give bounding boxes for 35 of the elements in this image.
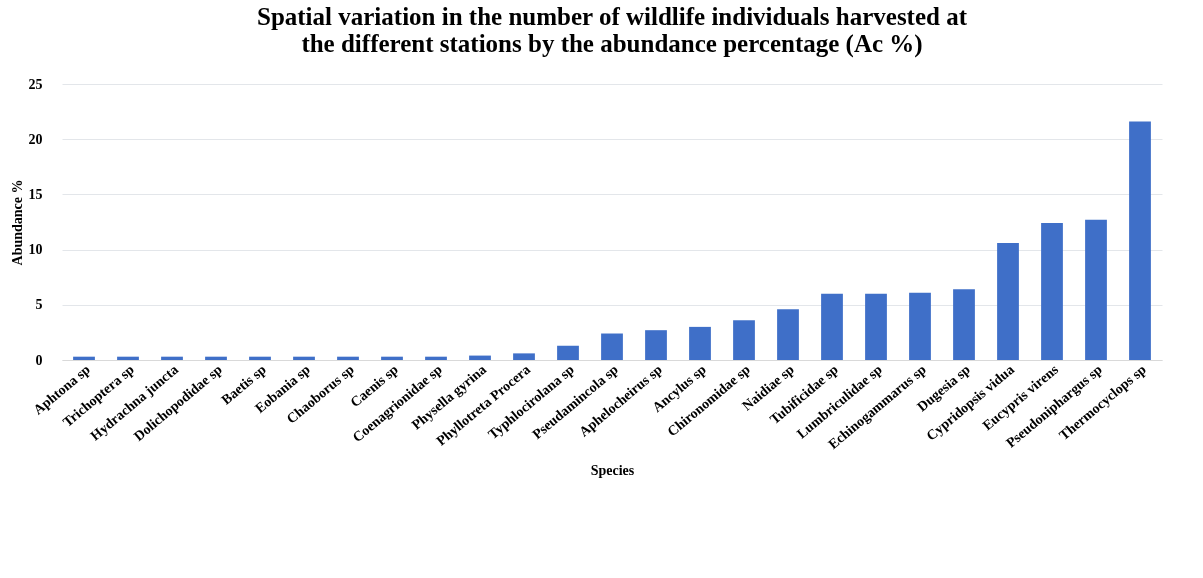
- y-tick-label: 15: [28, 186, 43, 202]
- bar: [865, 293, 887, 360]
- bar: [117, 356, 139, 360]
- bar: [1041, 223, 1063, 360]
- x-axis-title: Species: [590, 462, 635, 478]
- y-tick-label: 5: [35, 297, 43, 313]
- y-tick-label: 10: [28, 242, 43, 258]
- text: Spatial variation in the number of wildlife individuals harvested at: [256, 3, 968, 30]
- bar: [777, 309, 799, 360]
- text: the different stations by the abundance percentage (Ac %): [301, 30, 923, 57]
- bar: [249, 356, 271, 360]
- bar: [821, 293, 843, 360]
- y-tick-label: 25: [28, 76, 43, 92]
- bar: [337, 356, 359, 360]
- bar: [1129, 121, 1151, 360]
- bar: [645, 330, 667, 360]
- bar: [381, 356, 403, 360]
- bar: [73, 356, 95, 360]
- bar: [205, 356, 227, 360]
- bar: [1085, 219, 1107, 360]
- bar: [997, 242, 1019, 360]
- bar: [469, 355, 491, 360]
- bar: [161, 356, 183, 360]
- bar: [601, 333, 623, 360]
- bar: [733, 320, 755, 360]
- bar: [557, 345, 579, 360]
- y-axis-title: Abundance %: [9, 179, 25, 266]
- bar: [953, 289, 975, 360]
- bar: [689, 326, 711, 360]
- bar: [425, 356, 447, 360]
- bar: [293, 356, 315, 360]
- y-tick-label: 20: [28, 131, 43, 147]
- bar: [909, 292, 931, 360]
- y-tick-label: 0: [35, 352, 43, 368]
- bar: [513, 353, 535, 360]
